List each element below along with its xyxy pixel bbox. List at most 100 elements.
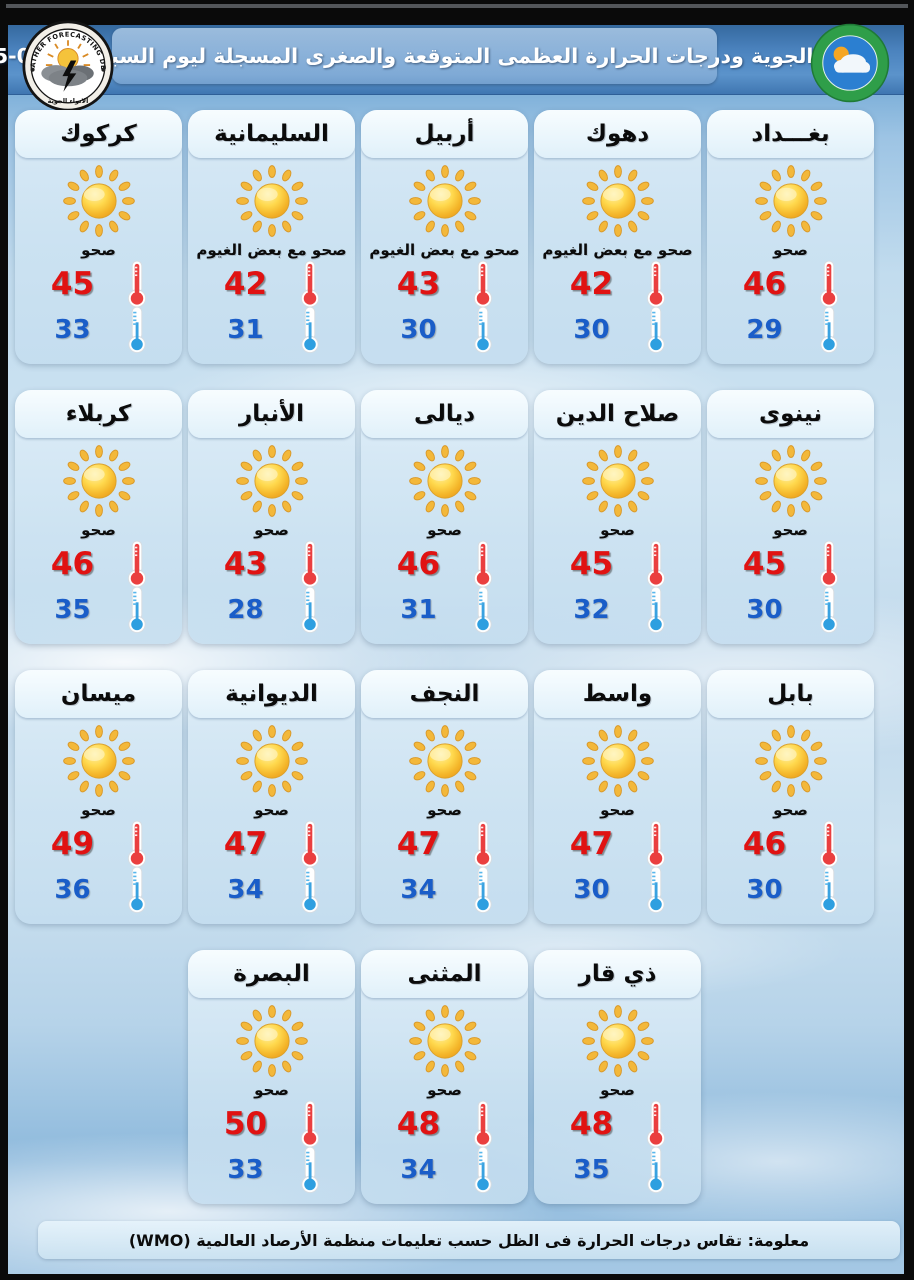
max-thermometer-icon — [473, 1100, 492, 1148]
city-weather-card: ديالى — [361, 390, 528, 644]
max-temp-row: 46 — [394, 540, 496, 588]
min-thermometer-icon — [819, 866, 838, 914]
sun-icon — [754, 725, 827, 797]
city-weather-card: ميسان — [15, 670, 182, 924]
condition-text: صحو — [427, 1081, 462, 1100]
min-temp-row: 30 — [740, 866, 842, 914]
condition-text: صحو — [773, 241, 808, 260]
city-name: كركوك — [15, 110, 182, 158]
max-temp-row: 47 — [221, 820, 323, 868]
min-temp-value: 30 — [400, 314, 437, 345]
min-temp-value: 30 — [746, 874, 783, 905]
sun-icon — [581, 445, 654, 517]
min-thermometer-icon — [473, 866, 492, 914]
condition-text: صحو — [254, 801, 289, 820]
city-weather-card: دهوك — [534, 110, 701, 364]
city-name: السليمانية — [188, 110, 355, 158]
min-temp-row: 31 — [221, 306, 323, 354]
min-temp-value: 28 — [227, 594, 264, 625]
sun-icon — [235, 165, 308, 237]
max-temp-row: 46 — [740, 820, 842, 868]
city-name: ميسان — [15, 670, 182, 718]
min-temp-value: 30 — [573, 874, 610, 905]
condition-text: صحو — [81, 521, 116, 540]
city-name: دهوك — [534, 110, 701, 158]
city-weather-card: بابل — [707, 670, 874, 924]
max-thermometer-icon — [473, 260, 492, 308]
max-thermometer-icon — [127, 540, 146, 588]
cards-grid: بغـــداد — [15, 110, 874, 1204]
max-thermometer-icon — [300, 540, 319, 588]
condition-text: صحو مع بعض الغيوم — [196, 241, 347, 260]
footer-note: معلومة: تقاس درجات الحرارة فى الظل حسب ت… — [128, 1230, 810, 1250]
min-thermometer-icon — [819, 306, 838, 354]
min-thermometer-icon — [473, 306, 492, 354]
max-temp-value: 46 — [742, 825, 787, 862]
min-temp-value: 33 — [227, 1154, 264, 1185]
city-weather-card: ذي قار — [534, 950, 701, 1204]
min-thermometer-icon — [127, 306, 146, 354]
city-weather-card: الديوانية — [188, 670, 355, 924]
min-temp-value: 36 — [54, 874, 91, 905]
min-temp-value: 32 — [573, 594, 610, 625]
met-org-logo-icon — [810, 23, 890, 103]
condition-text: صحو مع بعض الغيوم — [369, 241, 520, 260]
max-thermometer-icon — [646, 820, 665, 868]
city-weather-card: كركوك — [15, 110, 182, 364]
min-temp-value: 31 — [400, 594, 437, 625]
min-temp-value: 31 — [227, 314, 264, 345]
max-thermometer-icon — [300, 260, 319, 308]
max-temp-row: 42 — [567, 260, 669, 308]
min-temp-row: 34 — [394, 1146, 496, 1194]
condition-text: صحو — [773, 801, 808, 820]
condition-text: صحو — [600, 521, 635, 540]
max-temp-value: 47 — [569, 825, 614, 862]
min-thermometer-icon — [127, 586, 146, 634]
footer-note-bar: معلومة: تقاس درجات الحرارة فى الظل حسب ت… — [38, 1221, 900, 1259]
max-temp-row: 45 — [740, 540, 842, 588]
max-temp-row: 45 — [567, 540, 669, 588]
min-thermometer-icon — [300, 866, 319, 914]
max-temp-value: 43 — [223, 545, 268, 582]
min-thermometer-icon — [646, 1146, 665, 1194]
min-thermometer-icon — [819, 586, 838, 634]
header-banner: الحالة الجوية ودرجات الحرارة العظمى المت… — [0, 25, 904, 95]
condition-text: صحو — [600, 801, 635, 820]
max-temp-row: 46 — [740, 260, 842, 308]
city-weather-card: واسط — [534, 670, 701, 924]
max-thermometer-icon — [127, 260, 146, 308]
max-thermometer-icon — [819, 260, 838, 308]
max-temp-row: 43 — [394, 260, 496, 308]
max-thermometer-icon — [646, 540, 665, 588]
max-temp-row: 48 — [394, 1100, 496, 1148]
logo-bottom-text: الانواء الجوية — [48, 97, 89, 105]
sun-icon — [581, 1005, 654, 1077]
condition-text: صحو — [773, 521, 808, 540]
min-temp-row: 35 — [48, 586, 150, 634]
max-temp-value: 48 — [396, 1105, 441, 1142]
min-temp-row: 30 — [567, 306, 669, 354]
max-temp-row: 47 — [567, 820, 669, 868]
min-temp-row: 29 — [740, 306, 842, 354]
sun-icon — [581, 165, 654, 237]
min-temp-row: 30 — [740, 586, 842, 634]
max-temp-value: 46 — [396, 545, 441, 582]
min-thermometer-icon — [473, 586, 492, 634]
min-thermometer-icon — [646, 306, 665, 354]
city-name: الأنبار — [188, 390, 355, 438]
min-temp-value: 29 — [746, 314, 783, 345]
city-name: ذي قار — [534, 950, 701, 998]
city-weather-card: السليمانية — [188, 110, 355, 364]
city-name: واسط — [534, 670, 701, 718]
sun-icon — [235, 445, 308, 517]
max-temp-value: 50 — [223, 1105, 268, 1142]
city-name: البصرة — [188, 950, 355, 998]
city-weather-card: المثنى — [361, 950, 528, 1204]
condition-text: صحو — [427, 521, 462, 540]
city-weather-card: الأنبار — [188, 390, 355, 644]
city-weather-card: كربلاء — [15, 390, 182, 644]
city-name: المثنى — [361, 950, 528, 998]
sun-icon — [408, 445, 481, 517]
city-name: الديوانية — [188, 670, 355, 718]
min-temp-value: 33 — [54, 314, 91, 345]
